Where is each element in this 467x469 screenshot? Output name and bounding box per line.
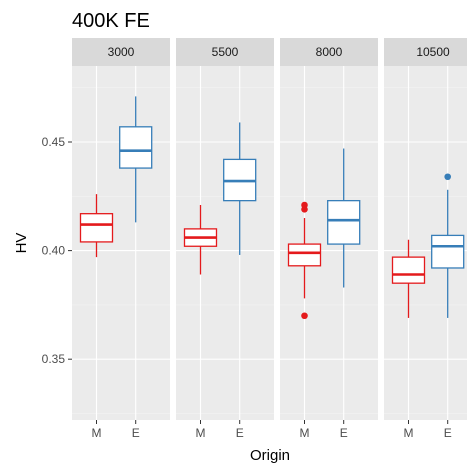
box-iqr: [287, 243, 322, 267]
box-M: [391, 239, 426, 318]
facet-strip: [72, 38, 170, 66]
box-E: [223, 122, 257, 255]
facet-strip-label: 5500: [212, 45, 239, 59]
box-M: [287, 201, 322, 320]
chart-title: 400K FE: [72, 10, 150, 32]
facet-strip-label: 10500: [416, 45, 450, 59]
outlier-point: [444, 173, 452, 181]
x-tick-label: E: [132, 426, 140, 440]
facet-strip: [176, 38, 274, 66]
box-iqr: [119, 126, 153, 169]
y-tick-label: 0.40: [42, 244, 66, 258]
facet-panel-5500: 5500 M E: [176, 38, 274, 440]
x-tick-label: E: [444, 426, 452, 440]
box-iqr: [327, 200, 361, 245]
x-tick-label: M: [196, 426, 206, 440]
x-tick-label: M: [300, 426, 310, 440]
box-iqr: [79, 213, 114, 243]
facet-strip-label: 8000: [316, 45, 343, 59]
box-iqr: [391, 256, 426, 284]
facet-panel-10500: 10500 M E: [384, 38, 467, 440]
y-axis: 0.35 0.40 0.45: [42, 135, 72, 366]
box-E: [327, 148, 361, 288]
y-tick-label: 0.45: [42, 135, 66, 149]
box-E: [119, 96, 153, 223]
facet-strip-label: 3000: [108, 45, 135, 59]
facet-strip: [384, 38, 467, 66]
y-axis-title: HV: [13, 233, 30, 254]
facet-panel-8000: 8000 M E: [280, 38, 378, 440]
x-tick-label: E: [340, 426, 348, 440]
facet-panel-3000: 3000 M E: [72, 38, 170, 440]
panel-background: [72, 66, 170, 420]
box-M: [79, 194, 114, 258]
y-tick-label: 0.35: [42, 352, 66, 366]
x-tick-label: M: [404, 426, 414, 440]
outlier-point: [301, 312, 308, 320]
x-tick-label: M: [92, 426, 102, 440]
facet-panels: 3000 M E 5500 M E 8000 M E 10500 M E: [72, 38, 467, 440]
x-axis-title: Origin: [250, 447, 290, 464]
x-tick-label: E: [236, 426, 244, 440]
outlier-point: [301, 201, 308, 209]
box-M: [183, 204, 218, 275]
box-E: [431, 173, 465, 318]
box-iqr: [431, 234, 465, 269]
facet-strip: [280, 38, 378, 66]
